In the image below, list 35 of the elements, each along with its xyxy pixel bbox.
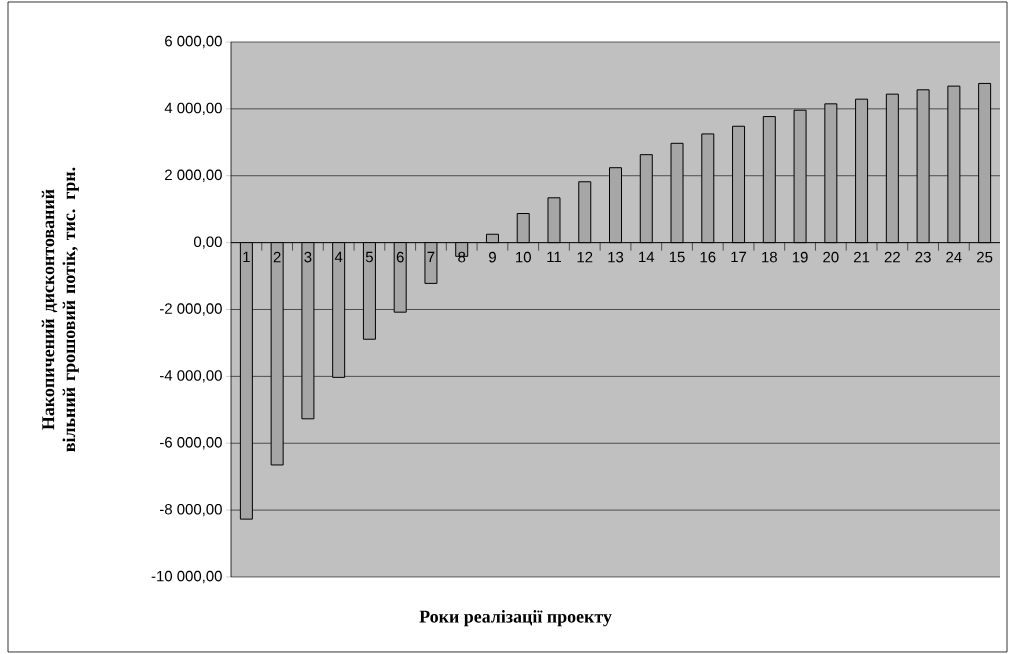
- y-tick-label: 0,00: [193, 236, 222, 249]
- x-tick-label: 19: [792, 251, 808, 263]
- y-tick-label: 6 000,00: [165, 35, 222, 49]
- x-tick-label: 24: [946, 251, 962, 263]
- x-tick-label: 17: [731, 251, 747, 263]
- y-axis-title: Накопичений дисконтований вільний грошовий потік, тис. грн.: [41, 167, 79, 452]
- x-tick-label: 5: [365, 251, 373, 263]
- y-tick-label: -2 000,00: [160, 303, 222, 316]
- x-tick-label: 4: [334, 251, 343, 263]
- x-tick-label: 2: [273, 251, 281, 263]
- x-tick-label: 11: [547, 251, 562, 263]
- x-tick-label: 20: [823, 251, 839, 263]
- x-tick-label: 10: [516, 251, 531, 263]
- x-tick-label: 6: [396, 251, 404, 263]
- x-tick-label: 16: [700, 251, 716, 263]
- x-tick-label: 18: [762, 251, 777, 263]
- x-axis-title: Роки реалізації проекту: [419, 610, 612, 627]
- y-tick-label: -4 000,00: [160, 370, 222, 383]
- x-tick-label: 23: [915, 251, 931, 263]
- x-tick-label: 13: [608, 251, 624, 263]
- y-tick-label: 2 000,00: [165, 169, 222, 182]
- y-tick-label: -10 000,00: [151, 570, 222, 584]
- y-tick-label: 4 000,00: [164, 102, 222, 116]
- x-tick-label: 1: [243, 251, 250, 263]
- x-tick-label: 12: [577, 251, 593, 263]
- x-tick-label: 9: [489, 251, 496, 263]
- x-tick-label: 7: [427, 251, 435, 263]
- x-tick-label: 3: [304, 251, 312, 263]
- x-tick-label: 15: [669, 251, 685, 263]
- x-tick-label: 14: [639, 251, 655, 263]
- y-tick-label: -8 000,00: [160, 503, 222, 517]
- y-tick-label: -6 000,00: [160, 437, 222, 450]
- x-tick-label: 21: [854, 251, 870, 263]
- x-tick-label: 25: [977, 251, 993, 263]
- x-tick-label: 22: [884, 251, 900, 263]
